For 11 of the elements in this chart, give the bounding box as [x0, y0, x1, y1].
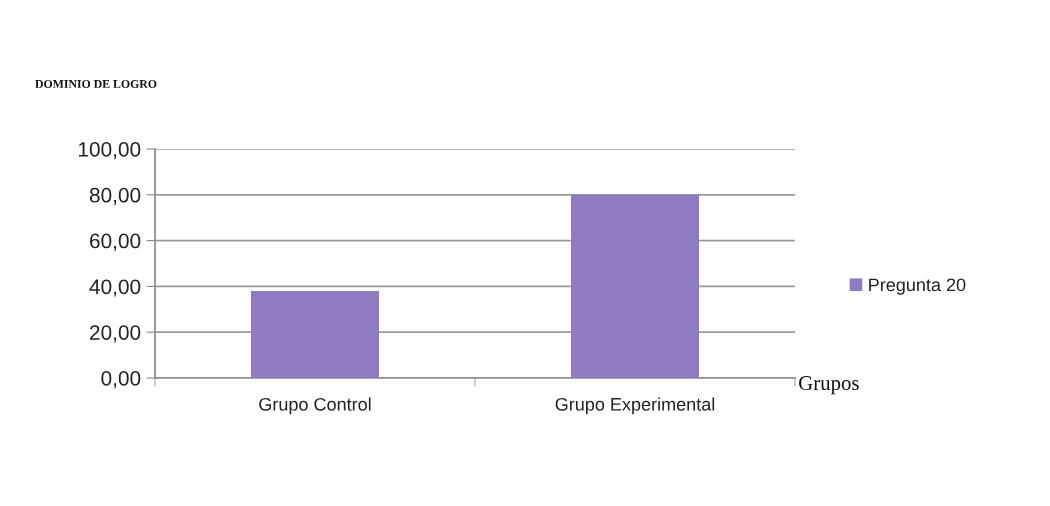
- y-tick-label: 20,00: [90, 325, 141, 343]
- y-tick-label: 100,00: [78, 142, 141, 160]
- x-tick-label: Grupo Experimental: [555, 397, 715, 415]
- y-tick-label: 0,00: [101, 371, 141, 389]
- x-tick-label: Grupo Control: [259, 397, 371, 415]
- y-tick-label: 60,00: [90, 233, 141, 251]
- y-tick-label: 40,00: [89, 279, 141, 297]
- chart-title: DOMINIO DE LOGRO: [35, 80, 157, 88]
- x-axis-title: Grupos: [799, 376, 859, 395]
- legend-label: Pregunta 20: [869, 278, 966, 295]
- y-tick-label: 80,00: [89, 187, 141, 206]
